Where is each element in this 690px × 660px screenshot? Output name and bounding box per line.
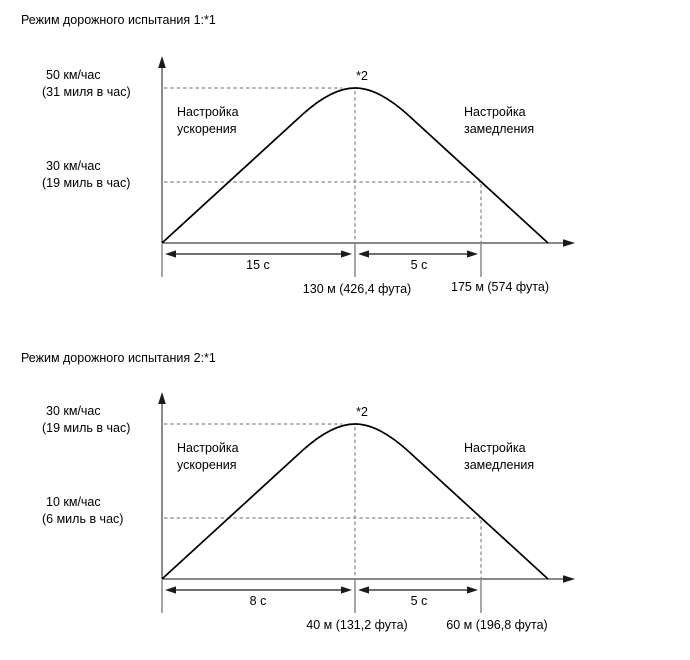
deceleration-label-line2: замедления [464,122,534,136]
deceleration-label-line1: Настройка [464,441,526,455]
high-speed-label-line1: 30 км/час [46,404,101,418]
acceleration-time-value: 8 с [250,594,267,608]
arrow-right-icon [467,250,478,258]
low-speed-label-line2: (6 миль в час) [42,512,123,526]
diagram-title: Режим дорожного испытания 2:*1 [21,351,216,365]
deceleration-label-line2: замедления [464,458,534,472]
distance-at-end-value: 175 м (574 фута) [451,280,549,294]
distance-at-peak-value: 130 м (426,4 фута) [303,282,411,296]
x-axis-arrow-icon [563,239,575,247]
y-axis-arrow-icon [158,392,166,404]
y-axis-arrow-icon [158,56,166,68]
deceleration-label-line1: Настройка [464,105,526,119]
low-speed-label-line1: 30 км/час [46,159,101,173]
deceleration-time-value: 5 с [411,594,428,608]
arrow-left-icon [165,250,176,258]
peak-marker: *2 [356,405,368,419]
low-speed-label-line2: (19 миль в час) [42,176,130,190]
low-speed-label-line1: 10 км/час [46,495,101,509]
acceleration-label-line1: Настройка [177,441,239,455]
distance-at-peak-value: 40 м (131,2 фута) [306,618,407,632]
distance-at-end-value: 60 м (196,8 фута) [446,618,547,632]
high-speed-label-line2: (31 миля в час) [42,85,131,99]
diagram-title: Режим дорожного испытания 1:*1 [21,13,216,27]
deceleration-time-value: 5 с [411,258,428,272]
arrow-right-icon [467,586,478,594]
speed-curve [161,423,549,580]
road-test-mode-1-diagram: Режим дорожного испытания 1:*1 50 км/час… [0,0,690,322]
acceleration-time-value: 15 с [246,258,270,272]
arrow-left-icon [358,250,369,258]
road-test-mode-1-chart: Режим дорожного испытания 1:*1 50 км/час… [21,13,575,296]
road-test-mode-2-chart: Режим дорожного испытания 2:*1 30 км/час… [21,351,575,632]
arrow-left-icon [165,586,176,594]
peak-marker: *2 [356,69,368,83]
high-speed-label-line1: 50 км/час [46,68,101,82]
high-speed-label-line2: (19 миль в час) [42,421,130,435]
speed-curve [161,87,549,244]
x-axis-arrow-icon [563,575,575,583]
road-test-mode-2-diagram: Режим дорожного испытания 2:*1 30 км/час… [0,336,690,658]
acceleration-label-line2: ускорения [177,458,236,472]
arrow-left-icon [358,586,369,594]
acceleration-label-line2: ускорения [177,122,236,136]
arrow-right-icon [341,586,352,594]
arrow-right-icon [341,250,352,258]
acceleration-label-line1: Настройка [177,105,239,119]
